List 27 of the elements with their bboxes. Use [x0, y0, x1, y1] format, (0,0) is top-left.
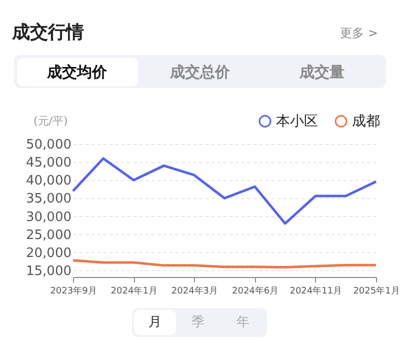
line-series — [72, 259, 378, 268]
x-tick-label: 2024年3月 — [171, 286, 218, 296]
y-tick-label: 40,000 — [26, 174, 72, 189]
x-tick-label: 2024年1月 — [110, 286, 158, 296]
y-tick-label: 15,000 — [26, 264, 72, 279]
text: 更多 > — [340, 26, 378, 40]
y-axis-title: (元/平) — [34, 114, 68, 128]
text: 成交量 — [298, 63, 344, 81]
y-tick-label: 25,000 — [26, 228, 72, 243]
legend-label: 成都 — [352, 113, 380, 130]
x-tick-label: 2023年9月 — [50, 286, 97, 296]
line-series — [72, 157, 378, 225]
y-tick-label: 45,000 — [26, 156, 72, 171]
chart-title: 成交行情 — [11, 22, 84, 43]
text: 成交均价 — [46, 63, 108, 81]
y-tick-label: 30,000 — [26, 210, 72, 225]
x-tick-label: 2024年11月 — [290, 286, 342, 296]
text: 年 — [236, 315, 250, 330]
y-tick-label: 35,000 — [26, 192, 72, 207]
y-tick-label: 50,000 — [26, 138, 72, 152]
text: 月 — [148, 315, 162, 330]
x-tick-label: 2024年6月 — [232, 286, 279, 296]
y-tick-label: 20,000 — [26, 246, 72, 261]
text: 成交总价 — [169, 63, 231, 81]
legend-label: 本小区 — [276, 113, 318, 130]
x-tick-label: 2025年1月 — [353, 286, 400, 296]
text: 季 — [192, 315, 204, 330]
